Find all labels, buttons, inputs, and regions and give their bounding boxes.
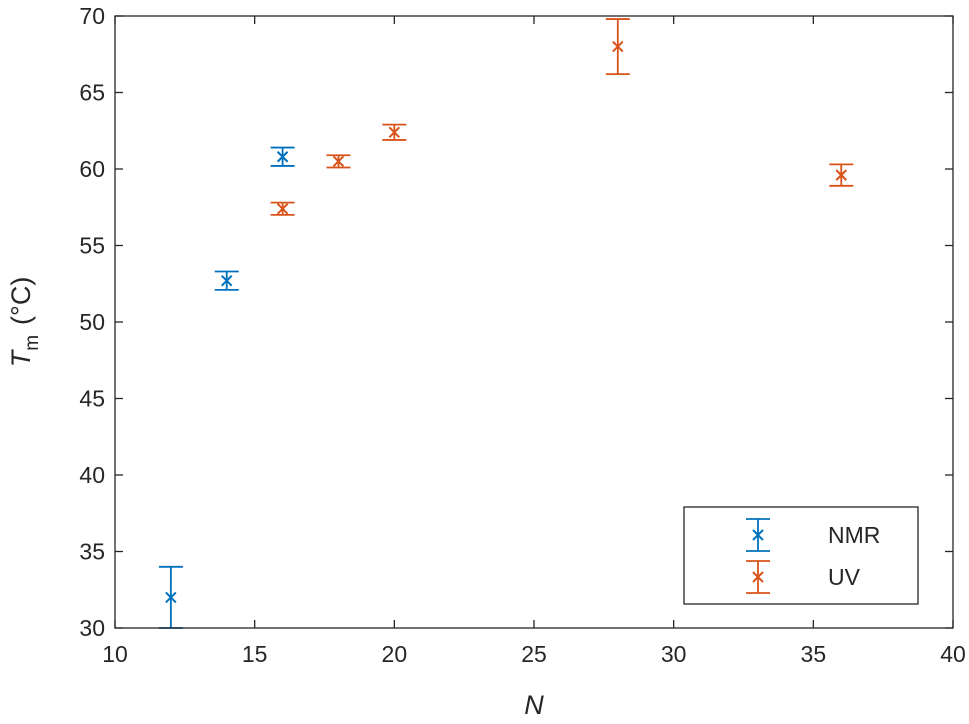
series-1 — [158, 146, 295, 629]
series-2 — [270, 18, 854, 216]
y-axis-label-subscript: m — [22, 335, 43, 351]
data-point-marker — [835, 169, 847, 181]
legend-label: NMR — [828, 522, 880, 548]
x-tick-label: 25 — [521, 641, 547, 667]
data-point-marker — [221, 274, 233, 287]
y-tick-label: 45 — [79, 386, 105, 412]
data-point — [214, 270, 239, 291]
x-tick-label: 30 — [661, 641, 687, 667]
x-axis: 10 15 20 25 30 35 40 — [102, 16, 966, 667]
y-axis: 30 35 40 45 50 55 60 65 70 — [79, 3, 953, 641]
y-tick-label: 60 — [79, 156, 105, 182]
y-tick-label: 55 — [79, 233, 105, 259]
data-point-marker — [332, 155, 345, 168]
legend-entry: UV — [746, 560, 861, 594]
data-point-marker — [276, 203, 289, 215]
y-tick-label: 35 — [79, 539, 105, 565]
x-tick-label: 10 — [102, 641, 128, 667]
data-point — [270, 201, 295, 216]
legend-entries: NMR UV — [746, 518, 880, 594]
data-point — [270, 146, 295, 167]
data-point-marker — [752, 571, 764, 583]
data-point — [326, 154, 351, 169]
data-point-marker — [165, 591, 177, 604]
legend: NMR UV — [683, 506, 919, 605]
data-point-marker — [276, 151, 289, 163]
data-point — [605, 18, 630, 76]
y-tick-label: 40 — [79, 462, 105, 488]
plot-marks — [158, 18, 854, 629]
data-point-marker — [752, 529, 764, 541]
y-axis-label-symbol: T — [6, 348, 36, 367]
x-tick-label: 20 — [382, 641, 408, 667]
x-axis-label: N — [524, 690, 544, 720]
y-axis-label: Tm (°C) — [6, 277, 43, 368]
y-tick-label: 65 — [79, 80, 105, 106]
y-tick-label: 50 — [79, 309, 105, 335]
legend-label: UV — [828, 564, 861, 590]
data-point-marker — [388, 126, 401, 138]
data-point — [829, 163, 854, 187]
data-point — [382, 123, 407, 141]
y-axis-label-unit: (°C) — [6, 277, 36, 325]
x-tick-label: 40 — [940, 641, 966, 667]
legend-entry: NMR — [746, 518, 880, 552]
data-point — [158, 565, 183, 629]
y-tick-label: 70 — [79, 3, 105, 29]
data-point-marker — [612, 40, 624, 53]
x-tick-label: 15 — [242, 641, 268, 667]
y-tick-label: 30 — [79, 615, 105, 641]
legend-box — [683, 506, 919, 605]
x-tick-label: 35 — [801, 641, 827, 667]
